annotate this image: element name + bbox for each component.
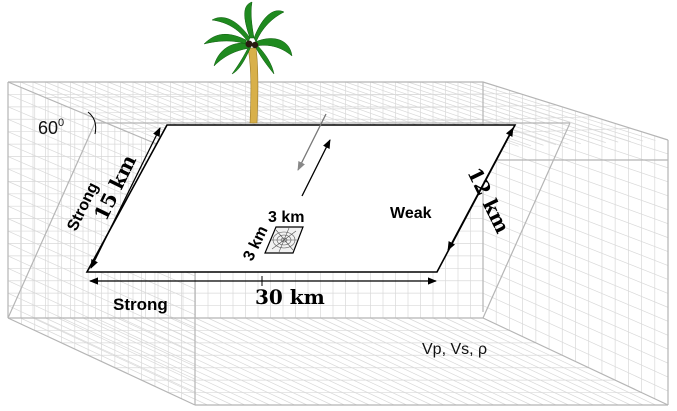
material-properties-label: Vp, Vs, ρ: [422, 341, 487, 358]
strong-bottom-label: Strong: [113, 295, 168, 314]
dim-3km-top-label: 3 km: [268, 209, 304, 226]
dim-30km-label: 30 km: [255, 285, 325, 309]
weak-right-label: Weak: [390, 205, 432, 222]
bottom-face-grid: [21, 318, 656, 405]
dip-angle-label: 600: [38, 117, 64, 138]
